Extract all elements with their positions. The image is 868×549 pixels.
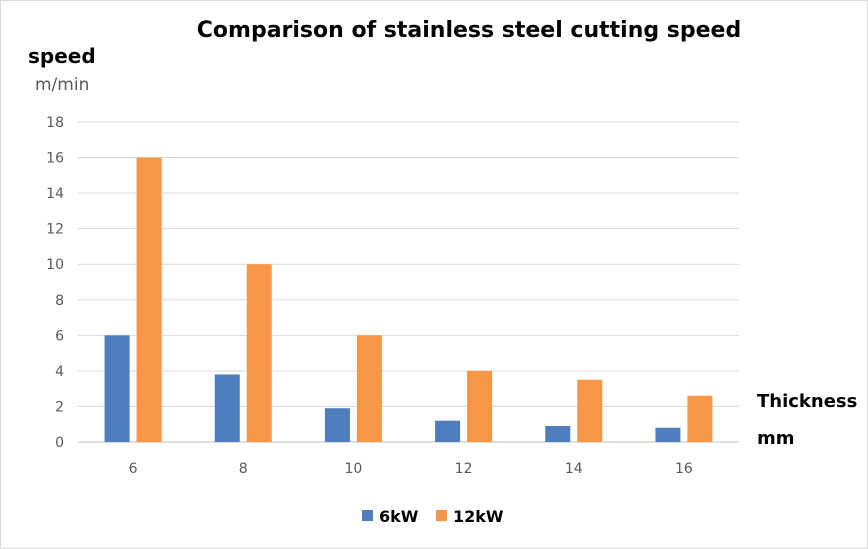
y-tick-label: 10 <box>46 257 64 273</box>
y-tick-label: 12 <box>46 222 64 238</box>
x-tick-label: 10 <box>345 461 363 477</box>
x-tick-label: 6 <box>129 461 138 477</box>
bar-6kW-10 <box>324 408 350 442</box>
bar-12kW-6 <box>136 157 162 443</box>
y-tick-label: 4 <box>55 364 64 380</box>
bar-12kW-14 <box>577 379 603 442</box>
x-tick-label: 12 <box>455 461 473 477</box>
bar-6kW-12 <box>435 420 461 442</box>
x-axis-label: Thickness <box>757 391 857 412</box>
y-tick-label: 2 <box>55 399 64 415</box>
bar-12kW-8 <box>246 264 272 442</box>
chart-title: Comparison of stainless steel cutting sp… <box>197 18 741 43</box>
x-tick-label: 16 <box>675 461 693 477</box>
x-tick-label: 8 <box>239 461 248 477</box>
bar-6kW-8 <box>214 374 240 442</box>
legend-swatch <box>362 510 373 521</box>
gridlines <box>78 121 739 443</box>
axis-ticks: 0 2 4 6 8 10 12 14 16 18 6 8 10 12 14 16 <box>46 115 693 477</box>
bars <box>104 157 713 443</box>
y-tick-label: 14 <box>46 186 64 202</box>
y-axis-unit: m/min <box>35 75 89 95</box>
y-tick-label: 8 <box>55 293 64 309</box>
bar-12kW-12 <box>467 370 493 442</box>
bar-6kW-14 <box>545 426 571 442</box>
legend: 6kW 12kW <box>362 507 504 526</box>
legend-label: 12kW <box>453 507 504 526</box>
bar-12kW-16 <box>687 395 713 442</box>
y-tick-label: 16 <box>46 151 64 167</box>
bar-6kW-6 <box>104 335 130 442</box>
legend-label: 6kW <box>379 507 419 526</box>
y-tick-label: 0 <box>55 435 64 451</box>
y-axis-label: speed <box>28 44 96 68</box>
bar-12kW-10 <box>356 335 382 442</box>
y-tick-label: 18 <box>46 115 64 131</box>
bar-6kW-16 <box>655 427 681 442</box>
legend-swatch <box>436 510 447 521</box>
y-tick-label: 6 <box>55 328 64 344</box>
x-tick-label: 14 <box>565 461 583 477</box>
x-axis-unit: mm <box>757 428 795 449</box>
